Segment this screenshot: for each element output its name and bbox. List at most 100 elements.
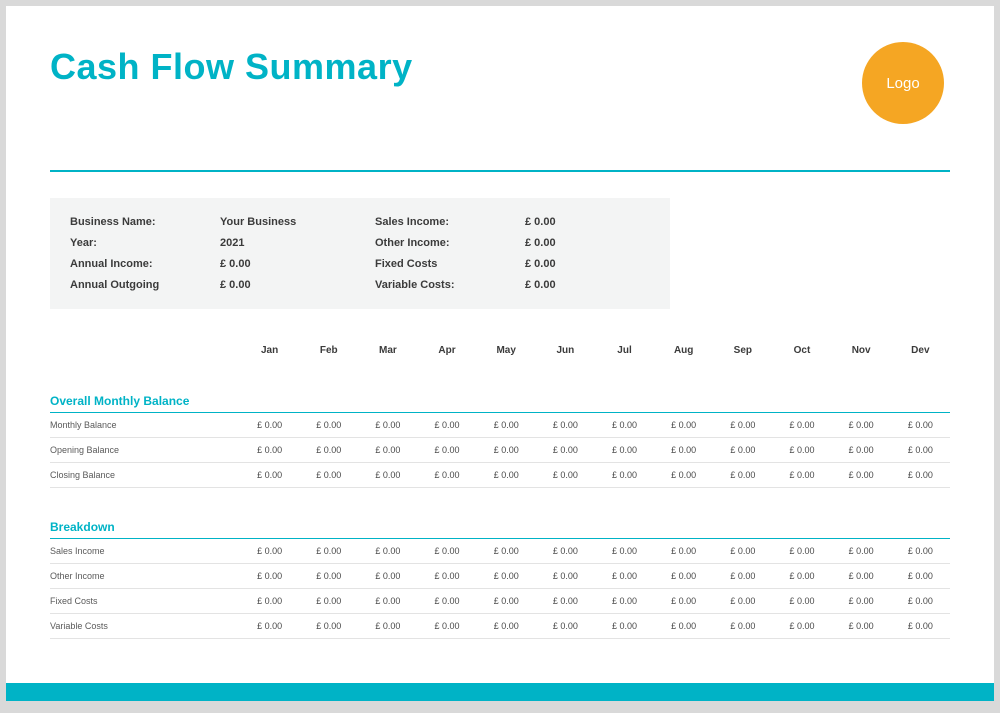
table-row: Fixed Costs£ 0.00£ 0.00£ 0.00£ 0.00£ 0.0… <box>50 588 950 613</box>
row-label: Monthly Balance <box>50 413 240 438</box>
table-cell: £ 0.00 <box>477 438 536 463</box>
table-cell: £ 0.00 <box>772 588 831 613</box>
month-header: Sep <box>713 339 772 380</box>
summary-value: £ 0.00 <box>220 279 345 291</box>
table-cell: £ 0.00 <box>477 463 536 488</box>
table-cell: £ 0.00 <box>772 438 831 463</box>
row-label: Fixed Costs <box>50 588 240 613</box>
summary-value: £ 0.00 <box>220 258 345 270</box>
table-cell: £ 0.00 <box>772 413 831 438</box>
table-cell: £ 0.00 <box>536 438 595 463</box>
month-header: Jul <box>595 339 654 380</box>
summary-label: Annual Income: <box>70 258 220 270</box>
table-cell: £ 0.00 <box>358 563 417 588</box>
table-cell: £ 0.00 <box>536 539 595 564</box>
table-cell: £ 0.00 <box>477 563 536 588</box>
table-cell: £ 0.00 <box>536 463 595 488</box>
table-cell: £ 0.00 <box>477 413 536 438</box>
row-label: Variable Costs <box>50 613 240 638</box>
row-label: Other Income <box>50 563 240 588</box>
summary-value: £ 0.00 <box>525 258 650 270</box>
table-cell: £ 0.00 <box>595 463 654 488</box>
month-header: Nov <box>832 339 891 380</box>
header-divider <box>50 170 950 172</box>
table-cell: £ 0.00 <box>832 463 891 488</box>
summary-col-left: Business Name: Your Business Year: 2021 … <box>70 216 345 291</box>
table-cell: £ 0.00 <box>240 563 299 588</box>
table-cell: £ 0.00 <box>772 463 831 488</box>
table-cell: £ 0.00 <box>595 588 654 613</box>
table-cell: £ 0.00 <box>299 463 358 488</box>
table-cell: £ 0.00 <box>654 463 713 488</box>
table-cell: £ 0.00 <box>417 539 476 564</box>
page-title: Cash Flow Summary <box>50 46 413 88</box>
table-cell: £ 0.00 <box>891 463 950 488</box>
table-cell: £ 0.00 <box>595 563 654 588</box>
table-cell: £ 0.00 <box>299 588 358 613</box>
table-cell: £ 0.00 <box>299 539 358 564</box>
table-row: Sales Income£ 0.00£ 0.00£ 0.00£ 0.00£ 0.… <box>50 539 950 564</box>
table-cell: £ 0.00 <box>417 463 476 488</box>
table-cell: £ 0.00 <box>358 588 417 613</box>
table-cell: £ 0.00 <box>240 588 299 613</box>
month-header: Jun <box>536 339 595 380</box>
table-cell: £ 0.00 <box>417 613 476 638</box>
table-cell: £ 0.00 <box>358 438 417 463</box>
table-row: Variable Costs£ 0.00£ 0.00£ 0.00£ 0.00£ … <box>50 613 950 638</box>
table-cell: £ 0.00 <box>654 438 713 463</box>
table-cell: £ 0.00 <box>713 563 772 588</box>
table-cell: £ 0.00 <box>477 613 536 638</box>
table-cell: £ 0.00 <box>654 588 713 613</box>
table-cell: £ 0.00 <box>595 413 654 438</box>
table-cell: £ 0.00 <box>417 438 476 463</box>
summary-label: Annual Outgoing <box>70 279 220 291</box>
table-cell: £ 0.00 <box>536 413 595 438</box>
summary-label: Sales Income: <box>375 216 525 228</box>
summary-value: 2021 <box>220 237 345 249</box>
table-cell: £ 0.00 <box>477 588 536 613</box>
section-title: Overall Monthly Balance <box>50 380 950 413</box>
month-header: Mar <box>358 339 417 380</box>
table-cell: £ 0.00 <box>832 613 891 638</box>
table-cell: £ 0.00 <box>772 613 831 638</box>
logo-text: Logo <box>886 75 919 92</box>
table-cell: £ 0.00 <box>358 413 417 438</box>
summary-label: Business Name: <box>70 216 220 228</box>
table-cell: £ 0.00 <box>417 563 476 588</box>
month-header: Jan <box>240 339 299 380</box>
table-cell: £ 0.00 <box>536 613 595 638</box>
row-label-spacer <box>50 339 240 380</box>
table-cell: £ 0.00 <box>832 438 891 463</box>
bottom-accent-bar <box>6 683 994 701</box>
table-cell: £ 0.00 <box>713 539 772 564</box>
table-cell: £ 0.00 <box>772 563 831 588</box>
table-cell: £ 0.00 <box>832 539 891 564</box>
table-cell: £ 0.00 <box>299 413 358 438</box>
month-header: Dev <box>891 339 950 380</box>
month-header: May <box>477 339 536 380</box>
table-cell: £ 0.00 <box>299 438 358 463</box>
table-cell: £ 0.00 <box>713 613 772 638</box>
table-row: Opening Balance£ 0.00£ 0.00£ 0.00£ 0.00£… <box>50 438 950 463</box>
table-cell: £ 0.00 <box>891 539 950 564</box>
table-cell: £ 0.00 <box>595 438 654 463</box>
table-cell: £ 0.00 <box>417 413 476 438</box>
section-gap <box>50 488 950 506</box>
table-cell: £ 0.00 <box>713 438 772 463</box>
summary-value: £ 0.00 <box>525 279 650 291</box>
table-cell: £ 0.00 <box>891 563 950 588</box>
row-label: Sales Income <box>50 539 240 564</box>
table-cell: £ 0.00 <box>240 438 299 463</box>
table-cell: £ 0.00 <box>299 613 358 638</box>
month-header: Feb <box>299 339 358 380</box>
table-cell: £ 0.00 <box>417 588 476 613</box>
table-cell: £ 0.00 <box>477 539 536 564</box>
table-cell: £ 0.00 <box>358 539 417 564</box>
table-cell: £ 0.00 <box>595 539 654 564</box>
month-header: Apr <box>417 339 476 380</box>
summary-value: £ 0.00 <box>525 216 650 228</box>
table-cell: £ 0.00 <box>299 563 358 588</box>
month-header-row: Jan Feb Mar Apr May Jun Jul Aug Sep Oct … <box>50 339 950 380</box>
table-cell: £ 0.00 <box>595 613 654 638</box>
table-cell: £ 0.00 <box>891 613 950 638</box>
